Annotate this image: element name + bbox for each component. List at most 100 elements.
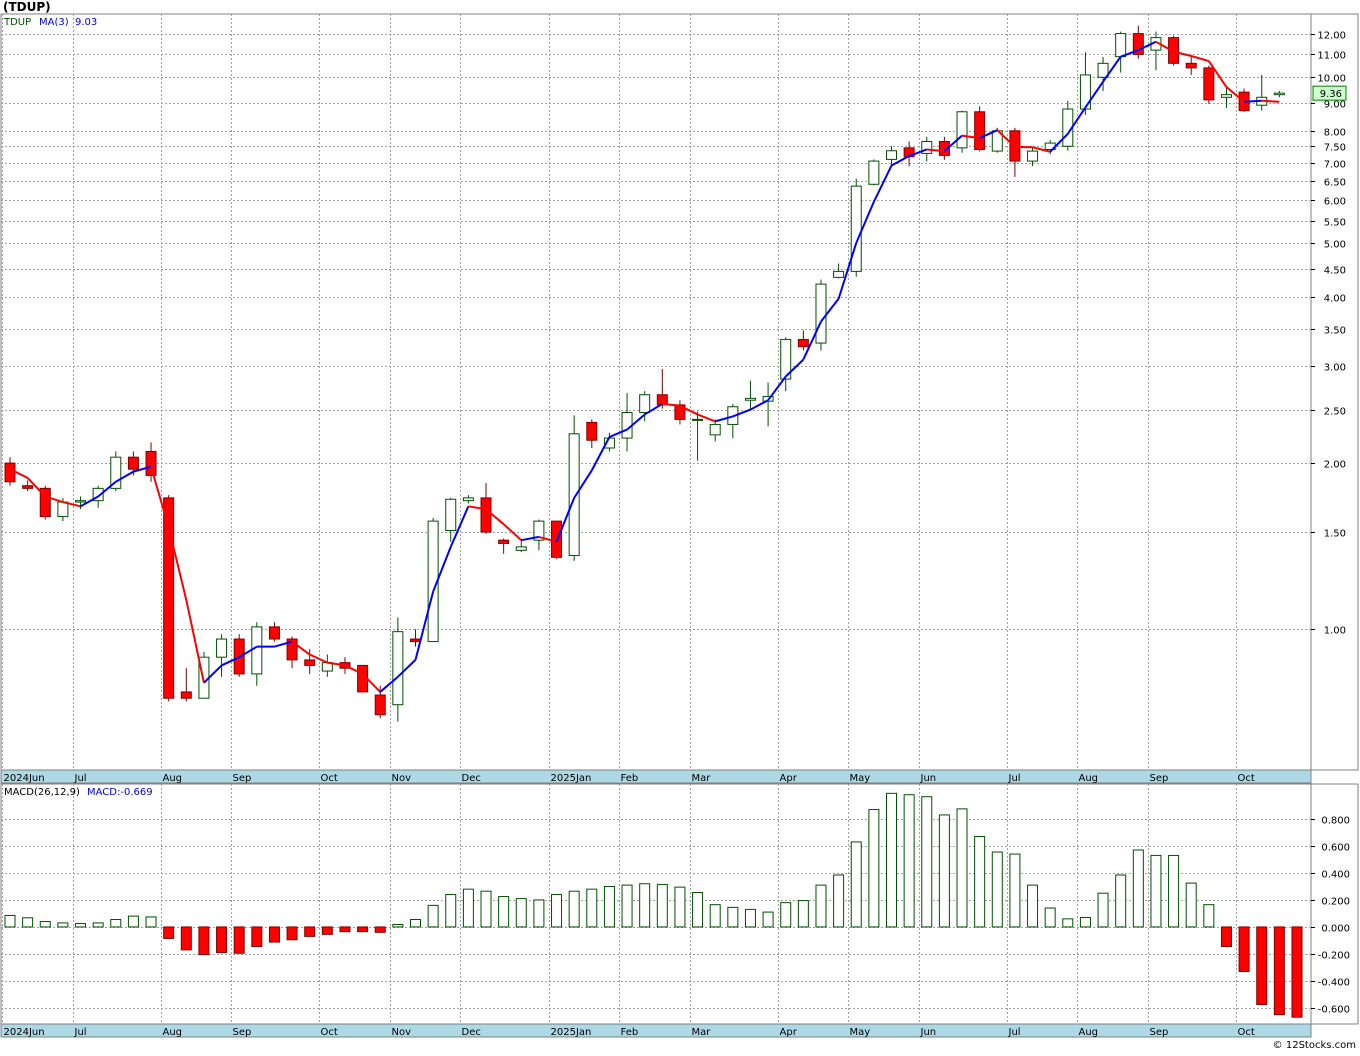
x-tick-label: Oct: [321, 773, 338, 784]
candle: [1256, 74, 1268, 111]
macd-bar: [1203, 904, 1215, 928]
candle-body: [92, 487, 104, 502]
macd-bar: [551, 894, 563, 928]
macd-bar: [903, 794, 915, 928]
y-tick-label: -0.400: [1318, 978, 1350, 989]
y-tick-label: 0.000: [1321, 924, 1350, 935]
candle-body: [921, 141, 933, 154]
candle-body: [692, 418, 704, 421]
candle: [321, 654, 333, 677]
ma-segment: [837, 242, 858, 300]
y-tick-label: 7.00: [1324, 160, 1346, 171]
ma-segment: [1049, 133, 1069, 153]
candle-body: [1168, 37, 1180, 64]
macd-bar: [339, 926, 351, 933]
y-tick-label: 4.50: [1324, 266, 1346, 277]
x-tick-label: Dec: [462, 1027, 481, 1038]
ma-segment: [855, 201, 875, 244]
ma-segment: [555, 497, 576, 543]
candle-body: [1220, 94, 1232, 98]
candle-body: [216, 638, 228, 658]
macd-bar: [498, 896, 510, 928]
candle-body: [392, 631, 404, 706]
candle: [1273, 90, 1285, 98]
x-tick-label: May: [850, 1027, 871, 1038]
macd-bar: [991, 851, 1003, 928]
ma-segment: [1084, 81, 1104, 108]
candle-body: [498, 539, 510, 545]
x-tick-label: Oct: [321, 1027, 338, 1038]
candle: [639, 391, 651, 422]
ma-segment: [802, 321, 822, 361]
x-tick-label: Feb: [621, 1027, 639, 1038]
macd-bar: [674, 886, 686, 928]
macd-bar: [921, 796, 933, 928]
ma-segment: [238, 645, 258, 659]
ma-segment: [697, 413, 716, 423]
macd-bar: [938, 814, 950, 928]
ma-segment: [185, 599, 205, 683]
candle: [1203, 65, 1215, 104]
candle-body: [938, 141, 950, 156]
moving-average: [9, 40, 1280, 693]
macd-bar: [57, 922, 69, 928]
macd-bar: [127, 915, 139, 928]
ma-segment: [1120, 49, 1139, 58]
x-tick-label: Nov: [392, 1027, 412, 1038]
candle-body: [744, 397, 756, 401]
ma-segment: [961, 134, 980, 140]
macd-bar: [709, 904, 721, 928]
x-tick-label: Apr: [780, 1027, 798, 1038]
ma-segment: [167, 527, 188, 601]
candle-body: [639, 394, 651, 414]
macd-bar: [1132, 849, 1144, 928]
ma-segment: [891, 155, 910, 167]
ma-segment: [1066, 106, 1087, 135]
candle-body: [22, 485, 34, 489]
x-tick-label: Jul: [74, 1027, 87, 1038]
price-panel: [4, 25, 1285, 722]
candle: [868, 159, 880, 186]
ma-segment: [590, 436, 611, 471]
candle-body: [515, 546, 527, 551]
macd-bar: [1291, 926, 1303, 1018]
candle: [216, 634, 228, 677]
ma-segment: [115, 470, 134, 483]
candle-body: [815, 283, 827, 344]
candle: [180, 668, 192, 702]
watermark: © 12Stocks.com: [1272, 1040, 1356, 1051]
candle-body: [127, 456, 139, 470]
macd-bar: [692, 892, 704, 928]
candle: [39, 485, 51, 520]
ma-segment: [679, 404, 699, 416]
x-tick-label: Aug: [163, 1027, 183, 1038]
ma-segment: [609, 428, 628, 438]
ma-segment: [626, 413, 646, 431]
macd-bar: [1238, 926, 1250, 972]
macd-bar: [163, 926, 175, 939]
candle-body: [286, 638, 298, 661]
y-tick-label: 1.00: [1324, 626, 1346, 637]
candle-body: [956, 111, 968, 149]
macd-name-label: MACD(26,12,9): [4, 787, 80, 798]
candle-body: [462, 497, 474, 502]
candle-body: [480, 497, 492, 533]
candle: [744, 380, 756, 410]
x-tick-label: Oct: [1238, 773, 1255, 784]
ma-label: MA(3): [39, 17, 69, 28]
macd-bar: [1273, 926, 1285, 1016]
x-tick-label: Aug: [163, 773, 183, 784]
macd-bar: [251, 926, 263, 948]
macd-bar: [1220, 926, 1232, 948]
x-tick-label: Jul: [74, 773, 87, 784]
y-tick-label: 7.50: [1324, 143, 1346, 154]
macd-bar: [180, 926, 192, 951]
macd-bar: [92, 922, 104, 928]
candle: [392, 617, 404, 722]
candle: [833, 263, 845, 279]
x-tick-label: Jun: [920, 773, 937, 784]
y-tick-label: 8.00: [1324, 128, 1346, 139]
x-tick-label: Oct: [1238, 1027, 1255, 1038]
macd-bar: [233, 926, 245, 954]
